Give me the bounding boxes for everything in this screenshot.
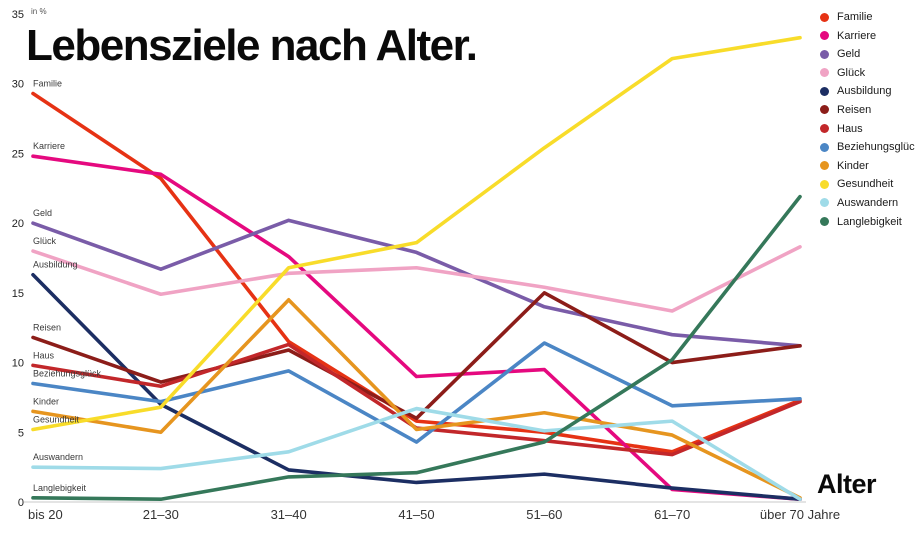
x-category-label: 41–50 (398, 507, 434, 522)
x-category-label: 51–60 (526, 507, 562, 522)
series-start-label-auswandern: Auswandern (33, 452, 83, 462)
legend-item-geld: Geld (820, 48, 915, 60)
x-category-label: 21–30 (143, 507, 179, 522)
series-line-reisen (31, 291, 802, 421)
legend-dot-familie (820, 12, 829, 22)
x-category-label: bis 20 (28, 507, 63, 522)
legend-dot-reisen (820, 105, 829, 115)
legend-item-kinder: Kinder (820, 160, 915, 172)
y-tick-label: 20 (12, 218, 24, 230)
x-category-label: 31–40 (271, 507, 307, 522)
legend-label: Beziehungsglück (837, 141, 915, 154)
legend-dot-auswandern (820, 198, 829, 208)
legend-label: Haus (837, 122, 863, 135)
series-start-label-beziehungsgl-ck: Beziehungsglück (33, 368, 102, 378)
series-line-geld (31, 218, 802, 348)
legend-label: Karriere (837, 29, 877, 42)
legend-label: Langlebigkeit (837, 215, 902, 228)
chart-title: Lebensziele nach Alter. (26, 21, 478, 70)
series-line-auswandern (31, 406, 802, 502)
legend-label: Familie (837, 11, 873, 23)
y-axis-unit-label: in % (31, 7, 47, 16)
series-start-label-reisen: Reisen (33, 322, 61, 332)
legend: Familie Karriere Geld Glück Ausbildung Reisen… (820, 11, 915, 228)
legend-label: Gesundheit (837, 178, 894, 191)
y-tick-label: 15 (12, 288, 24, 300)
y-tick-label: 35 (12, 9, 24, 21)
legend-item-reisen: Reisen (820, 104, 915, 116)
series-line-beziehungsgl-ck (31, 341, 802, 444)
legend-dot-kinder (820, 161, 829, 171)
legend-dot-beziehungsgl-ck (820, 142, 829, 152)
series-start-label-geld: Geld (33, 208, 52, 218)
series-start-label-haus: Haus (33, 350, 55, 360)
x-axis-title: Alter (817, 469, 877, 499)
legend-label: Glück (837, 66, 866, 79)
legend-item-gesundheit: Gesundheit (820, 178, 915, 190)
series-line-kinder (31, 298, 802, 500)
series-start-label-familie: Familie (33, 78, 62, 88)
legend-dot-gesundheit (820, 179, 829, 189)
legend-dot-karriere (820, 31, 829, 41)
series-line-gl-ck (31, 245, 802, 313)
legend-dot-gl-ck (820, 68, 829, 78)
y-tick-label: 30 (12, 79, 24, 91)
legend-item-auswandern: Auswandern (820, 197, 915, 209)
series-start-label-langlebigkeit: Langlebigkeit (33, 483, 87, 493)
legend-dot-geld (820, 49, 829, 59)
x-category-label: 61–70 (654, 507, 690, 522)
legend-item-haus: Haus (820, 123, 915, 135)
legend-label: Auswandern (837, 196, 899, 209)
legend-item-ausbildung: Ausbildung (820, 85, 915, 97)
y-tick-label: 5 (18, 427, 24, 439)
legend-dot-haus (820, 124, 829, 134)
series-line-familie (31, 91, 802, 454)
legend-label: Reisen (837, 103, 872, 116)
legend-item-langlebigkeit: Langlebigkeit (820, 216, 915, 228)
legend-label: Ausbildung (837, 85, 892, 98)
x-category-label: über 70 Jahre (760, 507, 840, 522)
series-start-label-ausbildung: Ausbildung (33, 260, 78, 270)
legend-dot-langlebigkeit (820, 217, 829, 227)
series-start-label-karriere: Karriere (33, 141, 65, 151)
y-tick-label: 10 (12, 358, 24, 370)
legend-dot-ausbildung (820, 86, 829, 96)
y-tick-label: 25 (12, 148, 24, 160)
series-start-label-kinder: Kinder (33, 396, 59, 406)
legend-item-gl-ck: Glück (820, 67, 915, 79)
series-line-ausbildung (31, 272, 802, 502)
series-start-label-gesundheit: Gesundheit (33, 414, 80, 424)
legend-item-beziehungsgl-ck: Beziehungsglück (820, 141, 915, 153)
series-line-gesundheit (31, 35, 802, 432)
legend-label: Kinder (837, 159, 869, 172)
series-line-langlebigkeit (31, 194, 802, 502)
series-start-label-gl-ck: Glück (33, 236, 57, 246)
legend-item-karriere: Karriere (820, 30, 915, 42)
y-tick-label: 0 (18, 497, 24, 509)
legend-label: Geld (837, 48, 861, 61)
legend-item-familie: Familie (820, 11, 915, 23)
